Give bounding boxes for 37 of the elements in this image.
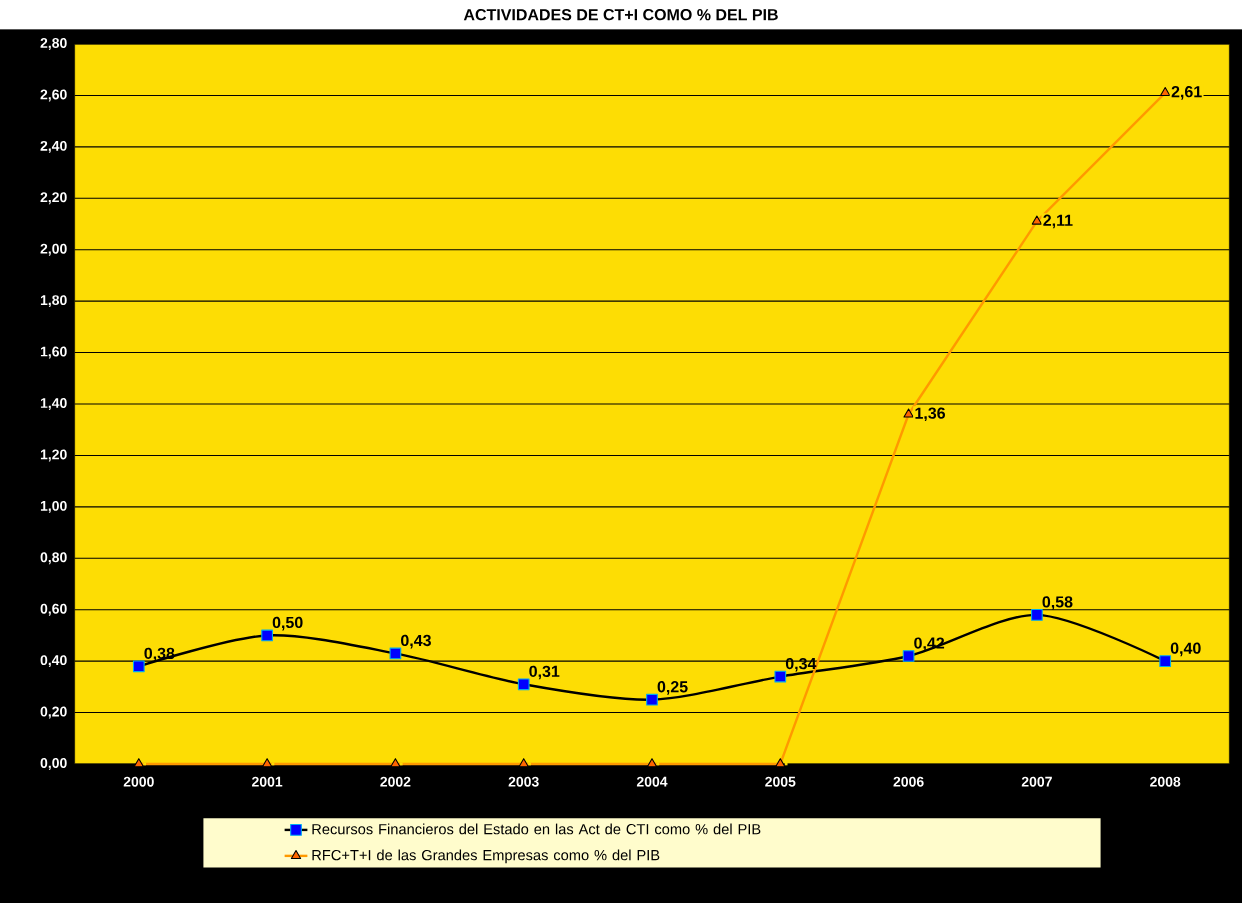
data-label: 0,58 bbox=[1042, 596, 1073, 610]
data-label: 0,25 bbox=[657, 681, 688, 695]
y-tick-label: 0,40 bbox=[40, 655, 67, 668]
x-tick-label: 2001 bbox=[252, 776, 283, 787]
y-tick-label: 1,20 bbox=[40, 449, 67, 462]
chart-title: ACTIVIDADES DE CT+I COMO % DEL PIB bbox=[463, 9, 778, 21]
y-tick-label: 1,40 bbox=[40, 398, 67, 410]
x-tick-label: 2000 bbox=[123, 776, 154, 787]
y-tick-label: 2,00 bbox=[40, 243, 67, 256]
data-label: 2,61 bbox=[1171, 86, 1202, 100]
y-tick-label: 2,60 bbox=[40, 89, 67, 102]
x-tick-label: 2008 bbox=[1150, 776, 1181, 787]
data-label: 0,40 bbox=[1170, 642, 1201, 657]
data-label: 0,50 bbox=[272, 616, 303, 631]
data-label: 2,11 bbox=[1043, 214, 1073, 229]
y-tick-label: 0,80 bbox=[40, 552, 67, 565]
legend-label: Recursos Financieros del Estado en las Act de CTI como % del PIB bbox=[312, 823, 761, 835]
y-tick-label: 2,20 bbox=[40, 192, 67, 205]
y-tick-label: 0,20 bbox=[40, 706, 67, 719]
data-label: 0,34 bbox=[785, 657, 817, 672]
x-tick-label: 2007 bbox=[1021, 776, 1052, 787]
data-label: 1,36 bbox=[915, 407, 946, 422]
data-label: 0,43 bbox=[401, 634, 431, 649]
y-tick-label: 0,00 bbox=[40, 758, 67, 770]
y-tick-label: 1,60 bbox=[40, 346, 67, 359]
data-label: 0,31 bbox=[529, 665, 560, 680]
y-tick-label: 0,60 bbox=[40, 603, 67, 616]
x-tick-label: 2003 bbox=[508, 776, 539, 787]
x-tick-label: 2004 bbox=[636, 776, 668, 787]
x-tick-label: 2006 bbox=[893, 776, 924, 787]
y-tick-label: 2,80 bbox=[40, 38, 67, 50]
y-tick-label: 1,00 bbox=[40, 500, 67, 513]
y-tick-label: 2,40 bbox=[40, 140, 67, 153]
legend-label: RFC+T+I de las Grandes Empresas como % del PIB bbox=[312, 849, 660, 864]
y-tick-label: 1,80 bbox=[40, 295, 67, 308]
x-tick-label: 2002 bbox=[380, 776, 411, 787]
x-tick-label: 2005 bbox=[765, 776, 796, 787]
